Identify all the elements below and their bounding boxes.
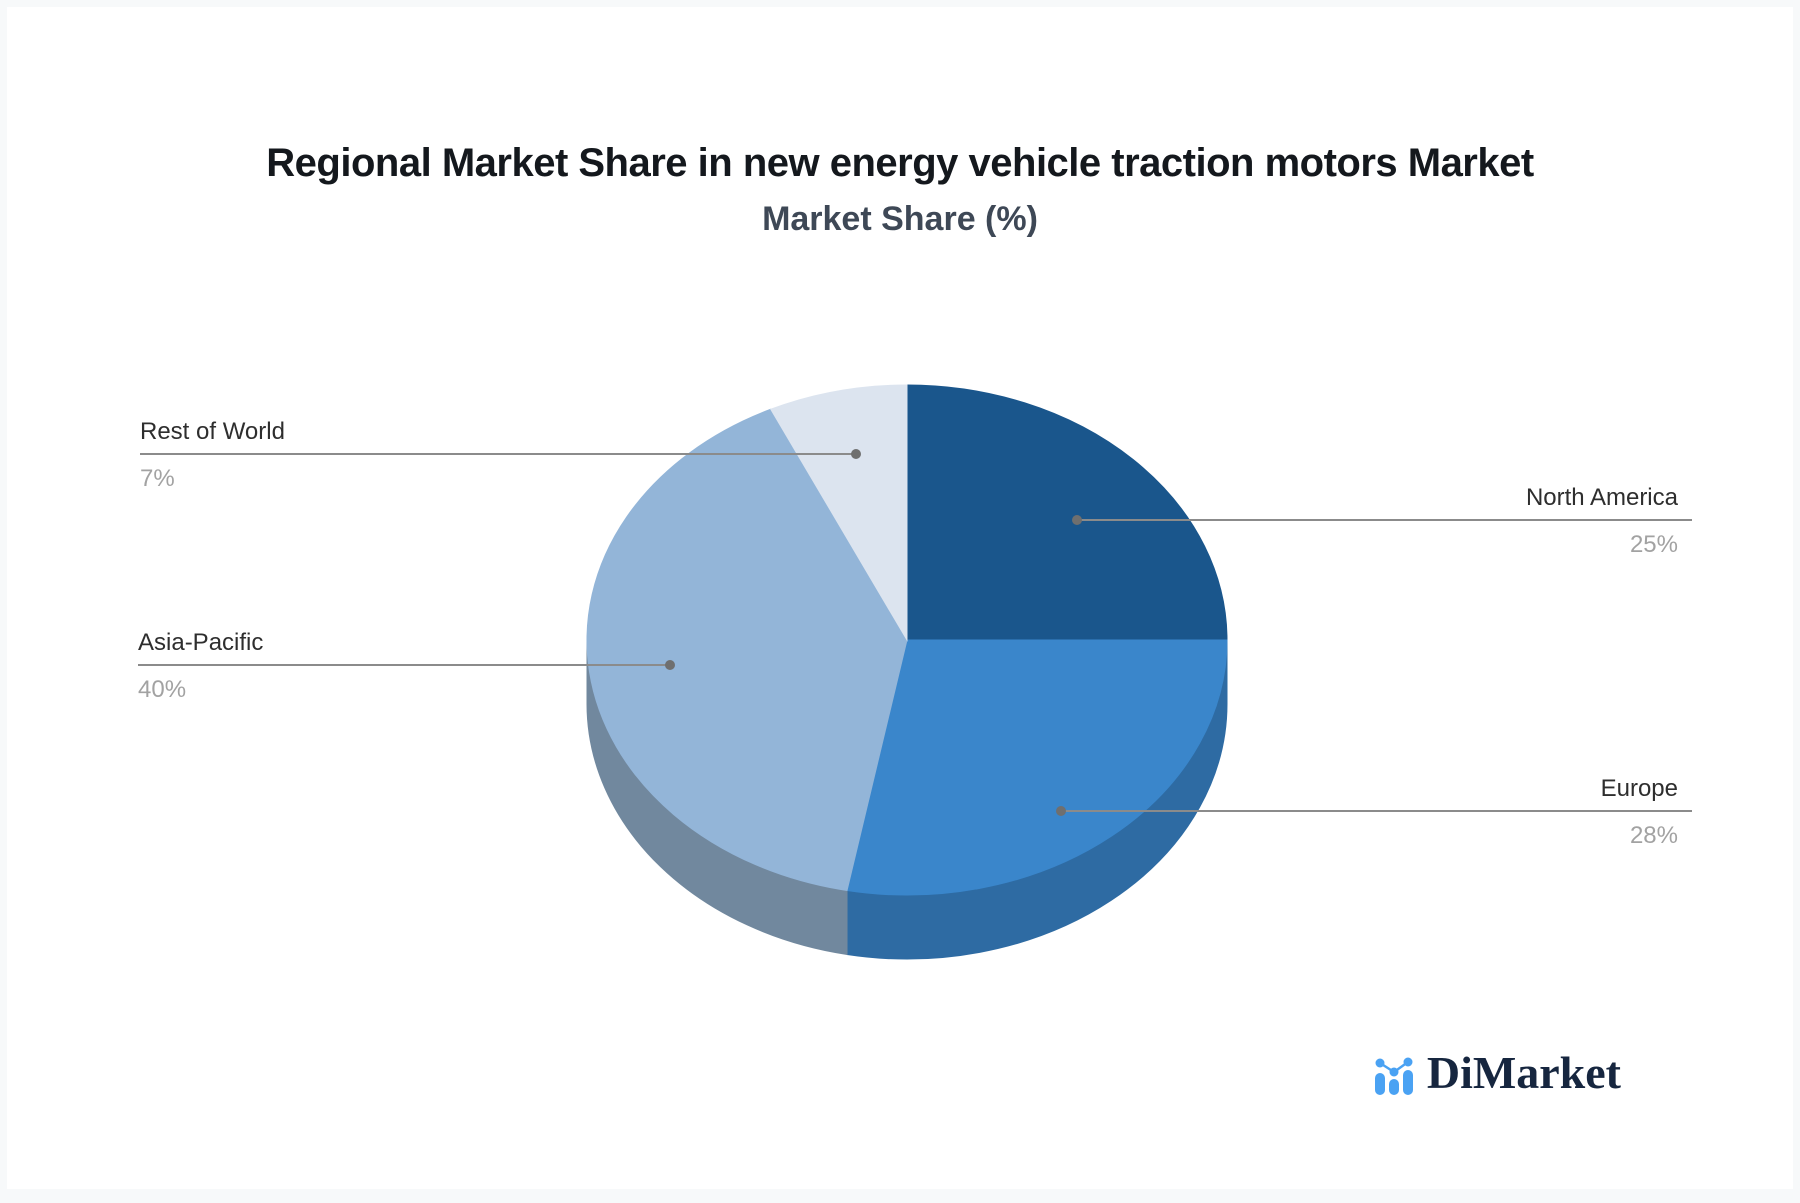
slice-value-europe: 28% bbox=[1629, 822, 1678, 849]
slice-value-rest-of-world: 7% bbox=[140, 465, 175, 492]
leader-dot-europe bbox=[1056, 806, 1066, 816]
leader-dot-rest-of-world bbox=[851, 449, 861, 459]
slice-label-asia-pacific: Asia-Pacific bbox=[138, 629, 264, 656]
brand-logo-text: DiMarket bbox=[1426, 1047, 1621, 1098]
slice-value-asia-pacific: 40% bbox=[138, 676, 187, 703]
slice-label-north-america: North America bbox=[1525, 484, 1678, 511]
chart-title: Regional Market Share in new energy vehi… bbox=[266, 141, 1534, 185]
pie-slice-rest-of-world[interactable] bbox=[770, 384, 908, 642]
slice-label-rest-of-world: Rest of World bbox=[140, 418, 285, 445]
chart-subtitle: Market Share (%) bbox=[762, 200, 1038, 238]
bar-line-chart-icon bbox=[1374, 1057, 1413, 1095]
leader-dot-asia-pacific bbox=[665, 660, 675, 670]
pie-slice-north-america[interactable] bbox=[906, 384, 1228, 641]
pie-slice-europe[interactable] bbox=[846, 639, 1228, 896]
pie-chart bbox=[138, 384, 1692, 960]
brand-logo: DiMarket bbox=[1374, 1047, 1621, 1098]
chart-card: Regional Market Share in new energy vehi… bbox=[7, 7, 1793, 1189]
pie-slice-asia-pacific[interactable] bbox=[586, 408, 908, 892]
slice-label-europe: Europe bbox=[1600, 775, 1678, 802]
slice-value-north-america: 25% bbox=[1629, 531, 1678, 558]
leader-dot-north-america bbox=[1072, 515, 1082, 525]
